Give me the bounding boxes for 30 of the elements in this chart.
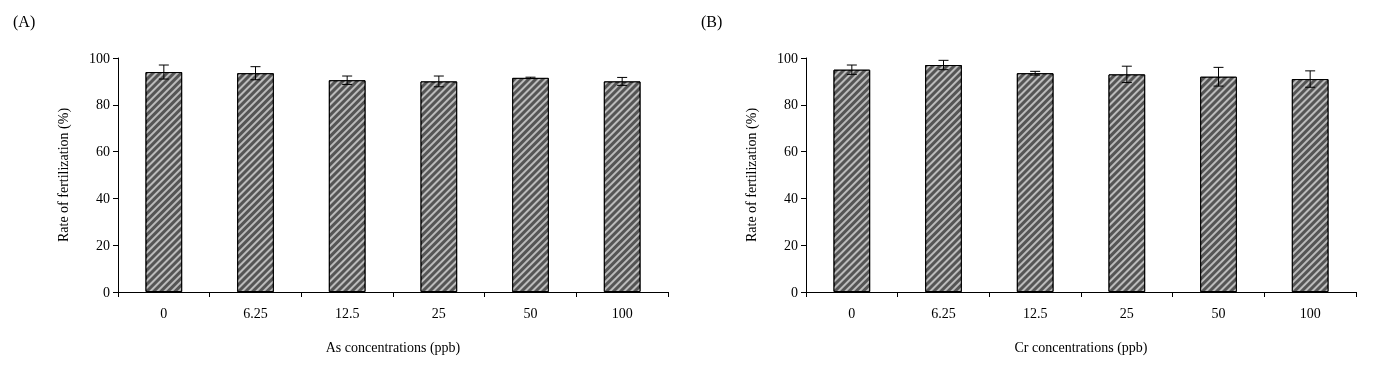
x-tick-label: 100 xyxy=(611,305,633,321)
x-tick-label: 6.25 xyxy=(243,305,268,321)
y-tick-label: 80 xyxy=(96,97,110,113)
y-tick-label: 100 xyxy=(777,50,798,66)
x-tick-label: 25 xyxy=(431,305,446,321)
chart-title: (B) xyxy=(701,12,723,31)
x-tick-label: 12.5 xyxy=(334,305,360,321)
x-tick-label: 100 xyxy=(1299,305,1321,321)
y-tick-label: 80 xyxy=(784,97,798,113)
y-tick-label: 20 xyxy=(96,237,110,253)
x-tick-label: 0 xyxy=(160,305,168,321)
y-axis-title: Rate of fertilization (%) xyxy=(55,107,72,243)
y-axis-title: Rate of fertilization (%) xyxy=(743,107,760,243)
y-tick-label: 40 xyxy=(784,190,798,206)
x-tick-label: 50 xyxy=(1211,305,1226,321)
y-tick-label: 40 xyxy=(96,190,110,206)
x-tick-label: 50 xyxy=(523,305,538,321)
chart-title: (A) xyxy=(13,12,36,31)
y-tick-label: 60 xyxy=(784,144,798,160)
y-tick-label: 100 xyxy=(89,50,110,66)
y-tick-label: 0 xyxy=(791,284,798,300)
x-tick-label: 12.5 xyxy=(1022,305,1048,321)
x-axis-title: As concentrations (ppb) xyxy=(325,339,461,356)
y-tick-label: 60 xyxy=(96,144,110,160)
x-axis-title: Cr concentrations (ppb) xyxy=(1014,339,1148,356)
y-tick-label: 0 xyxy=(103,284,110,300)
x-tick-label: 6.25 xyxy=(931,305,956,321)
x-tick-label: 25 xyxy=(1119,305,1134,321)
x-tick-label: 0 xyxy=(848,305,856,321)
y-tick-label: 20 xyxy=(784,237,798,253)
